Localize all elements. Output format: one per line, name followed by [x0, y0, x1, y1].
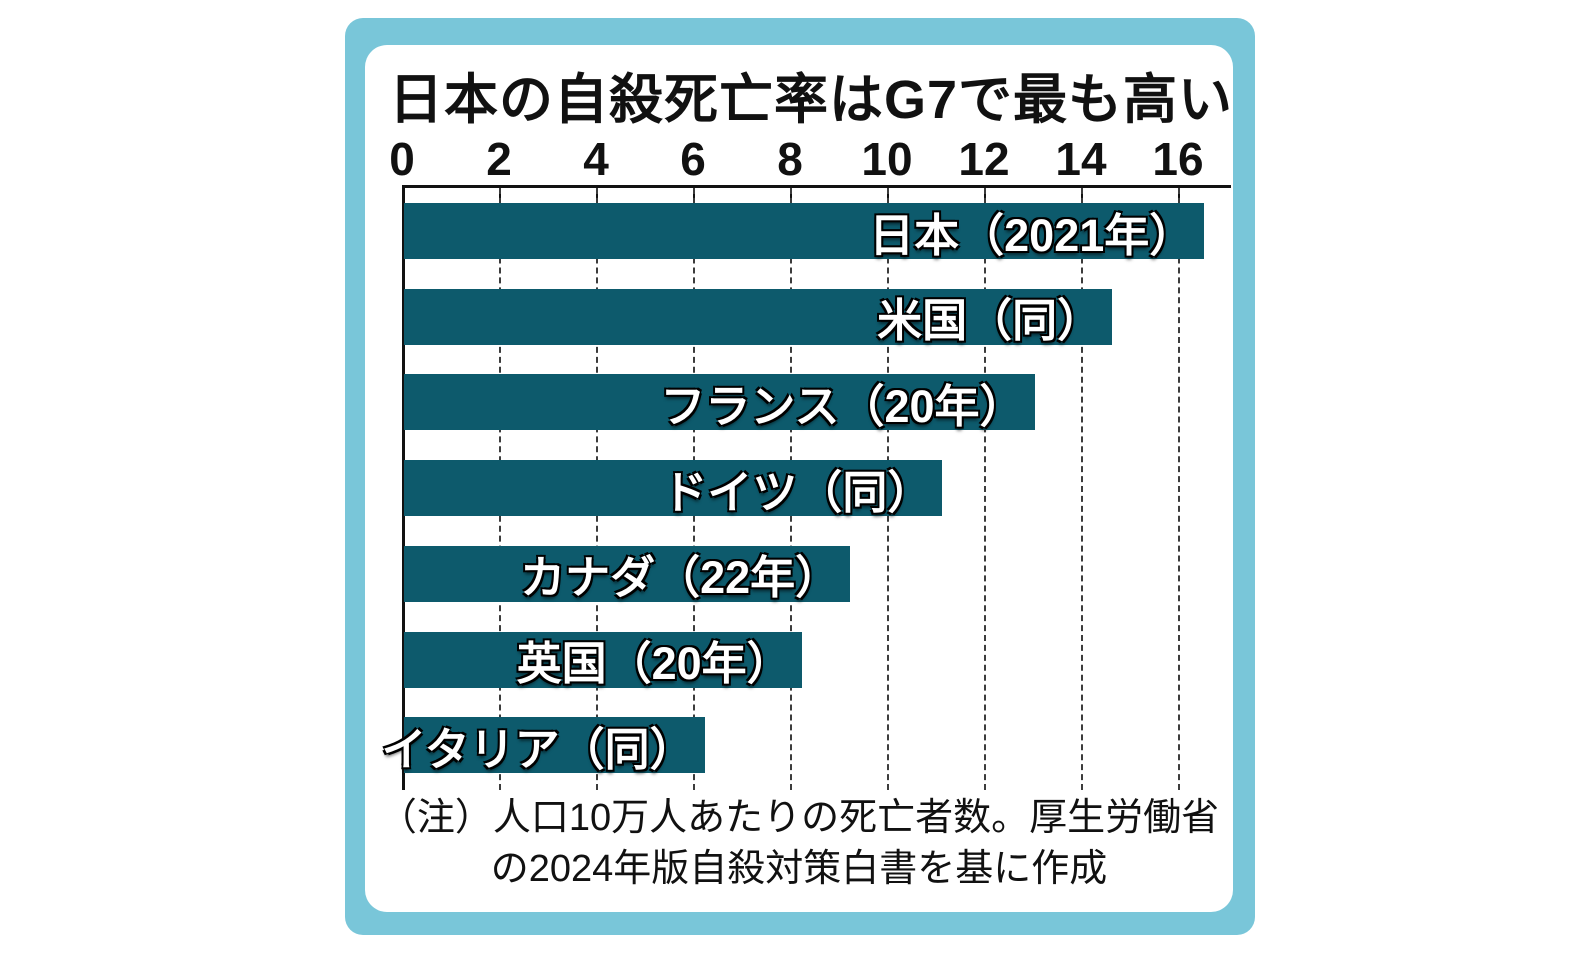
bar-1: 米国（同）	[404, 288, 1113, 346]
bar-6: イタリア（同）	[381, 717, 705, 775]
chart-card: 日本の自殺死亡率はG7で最も高い 0 2 4 6 8 10 12 14 16 （注）人口10万人…	[365, 45, 1233, 912]
bar-label: 日本（2021年）	[869, 209, 1195, 261]
x-axis-tick-label: 10	[861, 133, 913, 185]
footnote: （注）人口10万人あたりの死亡者数。厚生労働省 の2024年版自殺対策白書を基に…	[365, 793, 1233, 896]
x-axis-line	[402, 185, 1231, 188]
bar-label: イタリア（同）	[381, 723, 695, 775]
footnote-line-2: の2024年版自殺対策白書を基に作成	[490, 848, 1108, 891]
x-axis-tick-label: 12	[958, 133, 1010, 185]
y-axis-line	[402, 185, 405, 790]
x-axis-tick-label: 16	[1152, 133, 1204, 185]
x-axis-tick-label: 14	[1055, 133, 1107, 185]
gridline	[984, 188, 986, 790]
footnote-line-1: （注）人口10万人あたりの死亡者数。厚生労働省	[378, 797, 1220, 839]
bar-5: 英国（20年）	[404, 631, 802, 689]
bar-3: ドイツ（同）	[404, 460, 943, 518]
bar-label: カナダ（22年）	[520, 552, 841, 604]
x-axis-tick-label: 6	[680, 133, 706, 185]
bar-label: 米国（同）	[877, 295, 1103, 347]
bar-4: カナダ（22年）	[404, 545, 851, 603]
bar-2: フランス（20年）	[404, 374, 1035, 432]
bar-label: ドイツ（同）	[662, 466, 933, 518]
x-axis-tick-label: 2	[486, 133, 512, 185]
gridline	[1178, 188, 1180, 790]
x-axis: 0 2 4 6 8 10 12 14 16	[365, 134, 1233, 184]
x-axis-tick-label: 0	[389, 133, 415, 185]
bar-label: 英国（20年）	[516, 638, 792, 689]
x-axis-tick-label: 8	[777, 133, 803, 185]
bar-label: フランス（20年）	[660, 380, 1025, 432]
gridline	[1081, 188, 1083, 790]
chart-frame: 日本の自殺死亡率はG7で最も高い 0 2 4 6 8 10 12 14 16 （注）人口10万人…	[345, 18, 1255, 935]
bar-0: 日本（2021年）	[404, 203, 1205, 261]
x-axis-tick-label: 4	[583, 133, 609, 185]
chart-title: 日本の自殺死亡率はG7で最も高い	[389, 70, 1234, 130]
